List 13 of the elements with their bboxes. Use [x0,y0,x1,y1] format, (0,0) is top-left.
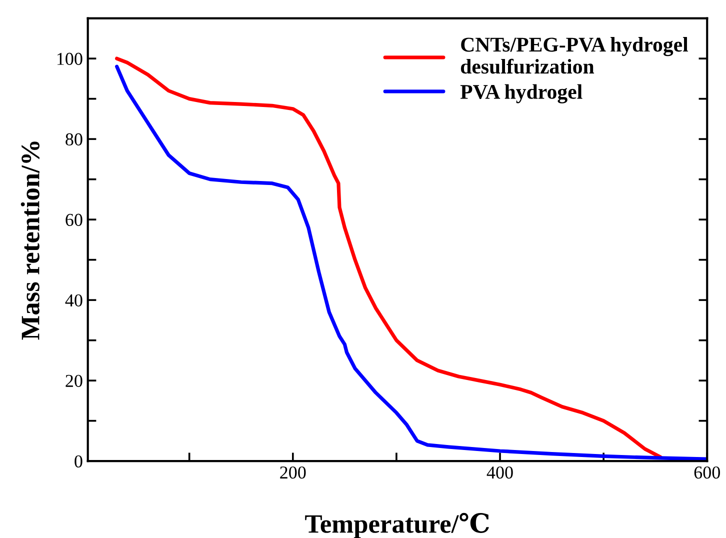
legend-label: PVA hydrogel [460,84,582,104]
x-tick-label: 400 [486,466,513,479]
y-tick-label: 40 [65,294,82,306]
x-tick-label: 200 [280,466,306,479]
y-tick-label: 20 [66,374,82,388]
y-axis-title: Mass retention/% [20,142,40,340]
legend-label: CNTs/PEG-PVA hydrogel desulfurization [460,37,688,74]
y-tick-label: 60 [66,214,82,226]
y-tick-label: 80 [66,133,82,146]
y-tick-label: 0 [74,455,82,468]
x-axis-title: Temperature/℃ [305,512,489,538]
x-tick-label: 600 [694,466,720,479]
y-tick-label: 100 [57,52,82,65]
